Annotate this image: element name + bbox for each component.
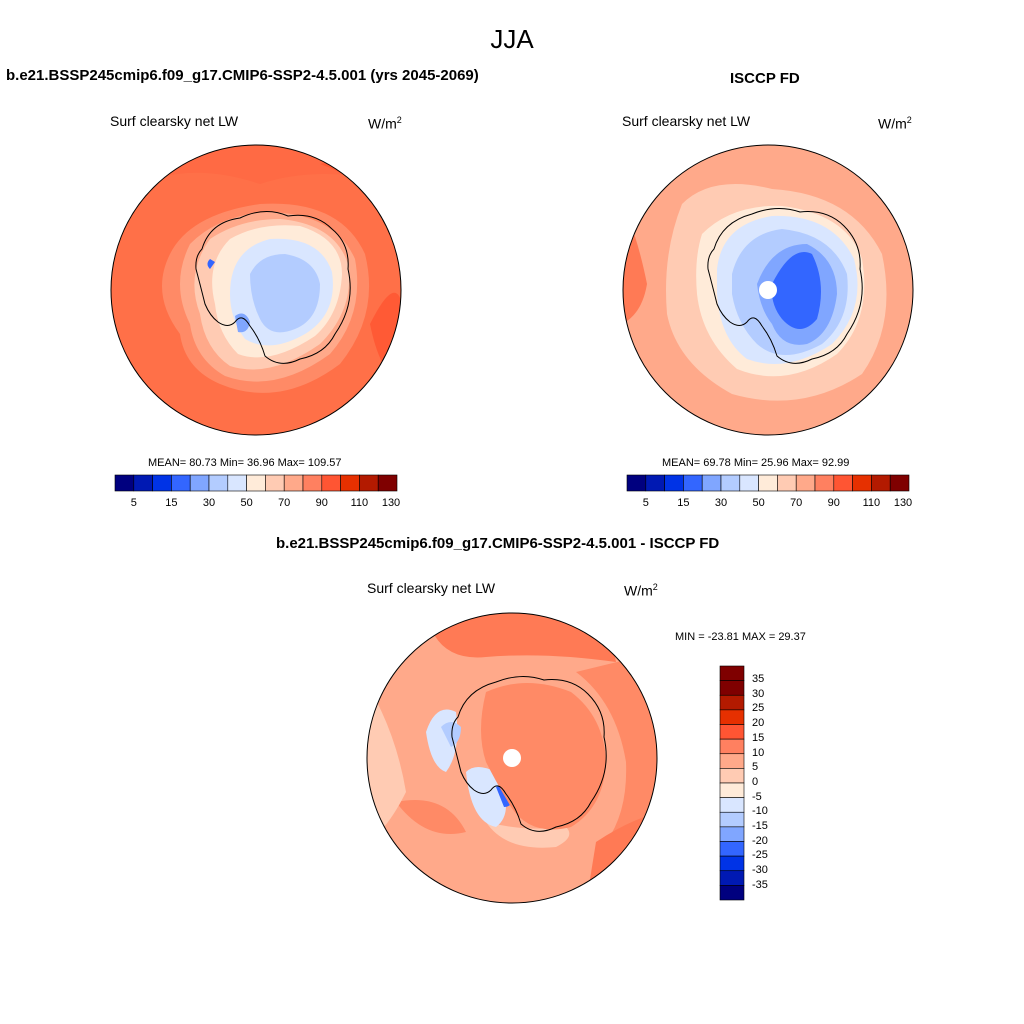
panel3-colorbar-swatch <box>719 724 745 740</box>
panel2-colorbar-swatch <box>701 474 722 492</box>
panel2-map <box>622 144 914 436</box>
panel2-tick: 110 <box>862 497 881 509</box>
panel2-tick: 50 <box>752 497 765 509</box>
panel1-colorbar-swatch <box>171 474 191 492</box>
panel1-colorbar-swatch <box>321 474 341 492</box>
panel2-tick: 70 <box>790 497 803 509</box>
panel3-variable-label: Surf clearsky net LW <box>367 580 496 596</box>
panel2-colorbar-swatch <box>758 474 778 492</box>
panel3-colorbar-swatch <box>719 797 745 813</box>
panel2-colorbar-swatch <box>795 474 816 492</box>
panel2-colorbar-swatch <box>720 474 741 492</box>
panel3-colorbar-swatch <box>719 811 745 828</box>
panel1-colorbar-swatch <box>189 474 210 492</box>
panel1-colorbar-swatch <box>114 474 135 492</box>
panel1-tick: 110 <box>350 497 369 509</box>
panel3-tick: 25 <box>752 702 765 714</box>
panel2-tick: 15 <box>677 497 690 509</box>
panel3-tick: -15 <box>752 820 768 832</box>
panel2-colorbar-swatch <box>626 474 647 492</box>
panel1-tick: 70 <box>278 497 291 509</box>
panel1-colorbar-swatch <box>265 474 285 492</box>
panel3-colorbar-swatch <box>719 665 745 681</box>
panel3-tick: -20 <box>752 835 768 847</box>
panel1-tick: 130 <box>381 497 401 509</box>
panel3-tick: 35 <box>752 673 765 685</box>
panel1-colorbar-swatch <box>208 474 229 492</box>
panel3-tick: 5 <box>752 761 759 773</box>
panel2-colorbar-swatch <box>739 474 759 492</box>
panel3-colorbar-swatch <box>719 855 745 872</box>
panel2-tick: 30 <box>714 497 728 509</box>
panel2-colorbar-ticks: 5 15 30 50 70 90 110 130 <box>627 497 913 511</box>
panel3-colorbar-swatch <box>719 738 745 755</box>
panel1-colorbar-swatch <box>340 474 360 492</box>
panel2-colorbar-swatch <box>852 474 872 492</box>
panel1-tick: 5 <box>130 497 137 509</box>
panel3-colorbar-swatch <box>719 826 745 842</box>
panel2-colorbar-swatch <box>683 474 703 492</box>
figure-title: JJA <box>490 24 534 54</box>
panel2-colorbar-swatch <box>814 474 835 492</box>
panel2-colorbar <box>626 474 910 492</box>
panel2-colorbar-swatch <box>871 474 891 492</box>
panel3-map <box>366 612 658 904</box>
panel3-colorbar <box>719 665 745 901</box>
panel3-tick: 0 <box>752 776 759 788</box>
panel1-colorbar-swatch <box>283 474 304 492</box>
panel2-colorbar-swatch <box>777 474 797 492</box>
panel2-tick: 130 <box>893 497 913 509</box>
panel1-colorbar-ticks: 5 15 30 50 70 90 110 130 <box>115 497 401 511</box>
panel1-colorbar-swatch <box>133 474 153 492</box>
panel1-colorbar-swatch <box>359 474 379 492</box>
panel3-tick: 30 <box>752 688 765 700</box>
panel2-title: ISCCP FD <box>730 70 800 87</box>
panel1-variable-label: Surf clearsky net LW <box>110 113 239 129</box>
panel3-tick: 10 <box>752 747 765 759</box>
panel2-variable-label: Surf clearsky net LW <box>622 113 751 129</box>
panel1-tick: 90 <box>315 497 328 509</box>
panel3-colorbar-swatch <box>719 841 745 857</box>
panel3-units: W/m2 <box>624 582 658 599</box>
panel3-colorbar-ticks: 35 30 25 20 15 10 5 0 -5 -10 -15 -20 -25… <box>752 666 792 900</box>
panel2-tick: 5 <box>642 497 649 509</box>
panel2-tick: 90 <box>827 497 840 509</box>
panel3-tick: 15 <box>752 732 765 744</box>
panel1-colorbar-swatch <box>377 474 398 492</box>
panel3-colorbar-swatch <box>719 885 745 901</box>
panel3-colorbar-swatch <box>719 768 745 784</box>
panel3-colorbar-swatch <box>719 870 745 886</box>
panel3-tick: 20 <box>752 717 765 729</box>
panel1-stats: MEAN= 80.73 Min= 36.96 Max= 109.57 <box>148 457 342 469</box>
panel2-colorbar-swatch <box>645 474 665 492</box>
panel3-colorbar-swatch <box>719 680 745 696</box>
panel1-colorbar <box>114 474 398 492</box>
panel1-colorbar-swatch <box>152 474 172 492</box>
panel3-colorbar-swatch <box>719 694 745 711</box>
panel3-stats: MIN = -23.81 MAX = 29.37 <box>675 631 806 643</box>
panel3-tick: -35 <box>752 879 768 891</box>
panel1-colorbar-swatch <box>246 474 266 492</box>
panel3-tick: -10 <box>752 805 768 817</box>
panel3-title: b.e21.BSSP245cmip6.f09_g17.CMIP6-SSP2-4.… <box>276 535 720 552</box>
panel1-title: b.e21.BSSP245cmip6.f09_g17.CMIP6-SSP2-4.… <box>6 67 479 84</box>
panel2-colorbar-swatch <box>889 474 910 492</box>
panel1-colorbar-swatch <box>227 474 247 492</box>
panel3-tick: -30 <box>752 864 768 876</box>
panel2-colorbar-swatch <box>664 474 684 492</box>
panel3-colorbar-swatch <box>719 782 745 798</box>
panel3-tick: -5 <box>752 791 762 803</box>
panel1-tick: 50 <box>240 497 253 509</box>
panel1-tick: 15 <box>165 497 178 509</box>
panel1-units: W/m2 <box>368 115 402 132</box>
panel2-stats: MEAN= 69.78 Min= 25.96 Max= 92.99 <box>662 457 850 469</box>
panel1-colorbar-swatch <box>302 474 323 492</box>
panel3-colorbar-swatch <box>719 709 745 725</box>
panel2-units: W/m2 <box>878 115 912 132</box>
panel3-colorbar-swatch <box>719 753 745 769</box>
panel1-map <box>110 144 402 436</box>
panel1-tick: 30 <box>202 497 216 509</box>
panel2-colorbar-swatch <box>833 474 853 492</box>
panel3-tick: -25 <box>752 849 768 861</box>
